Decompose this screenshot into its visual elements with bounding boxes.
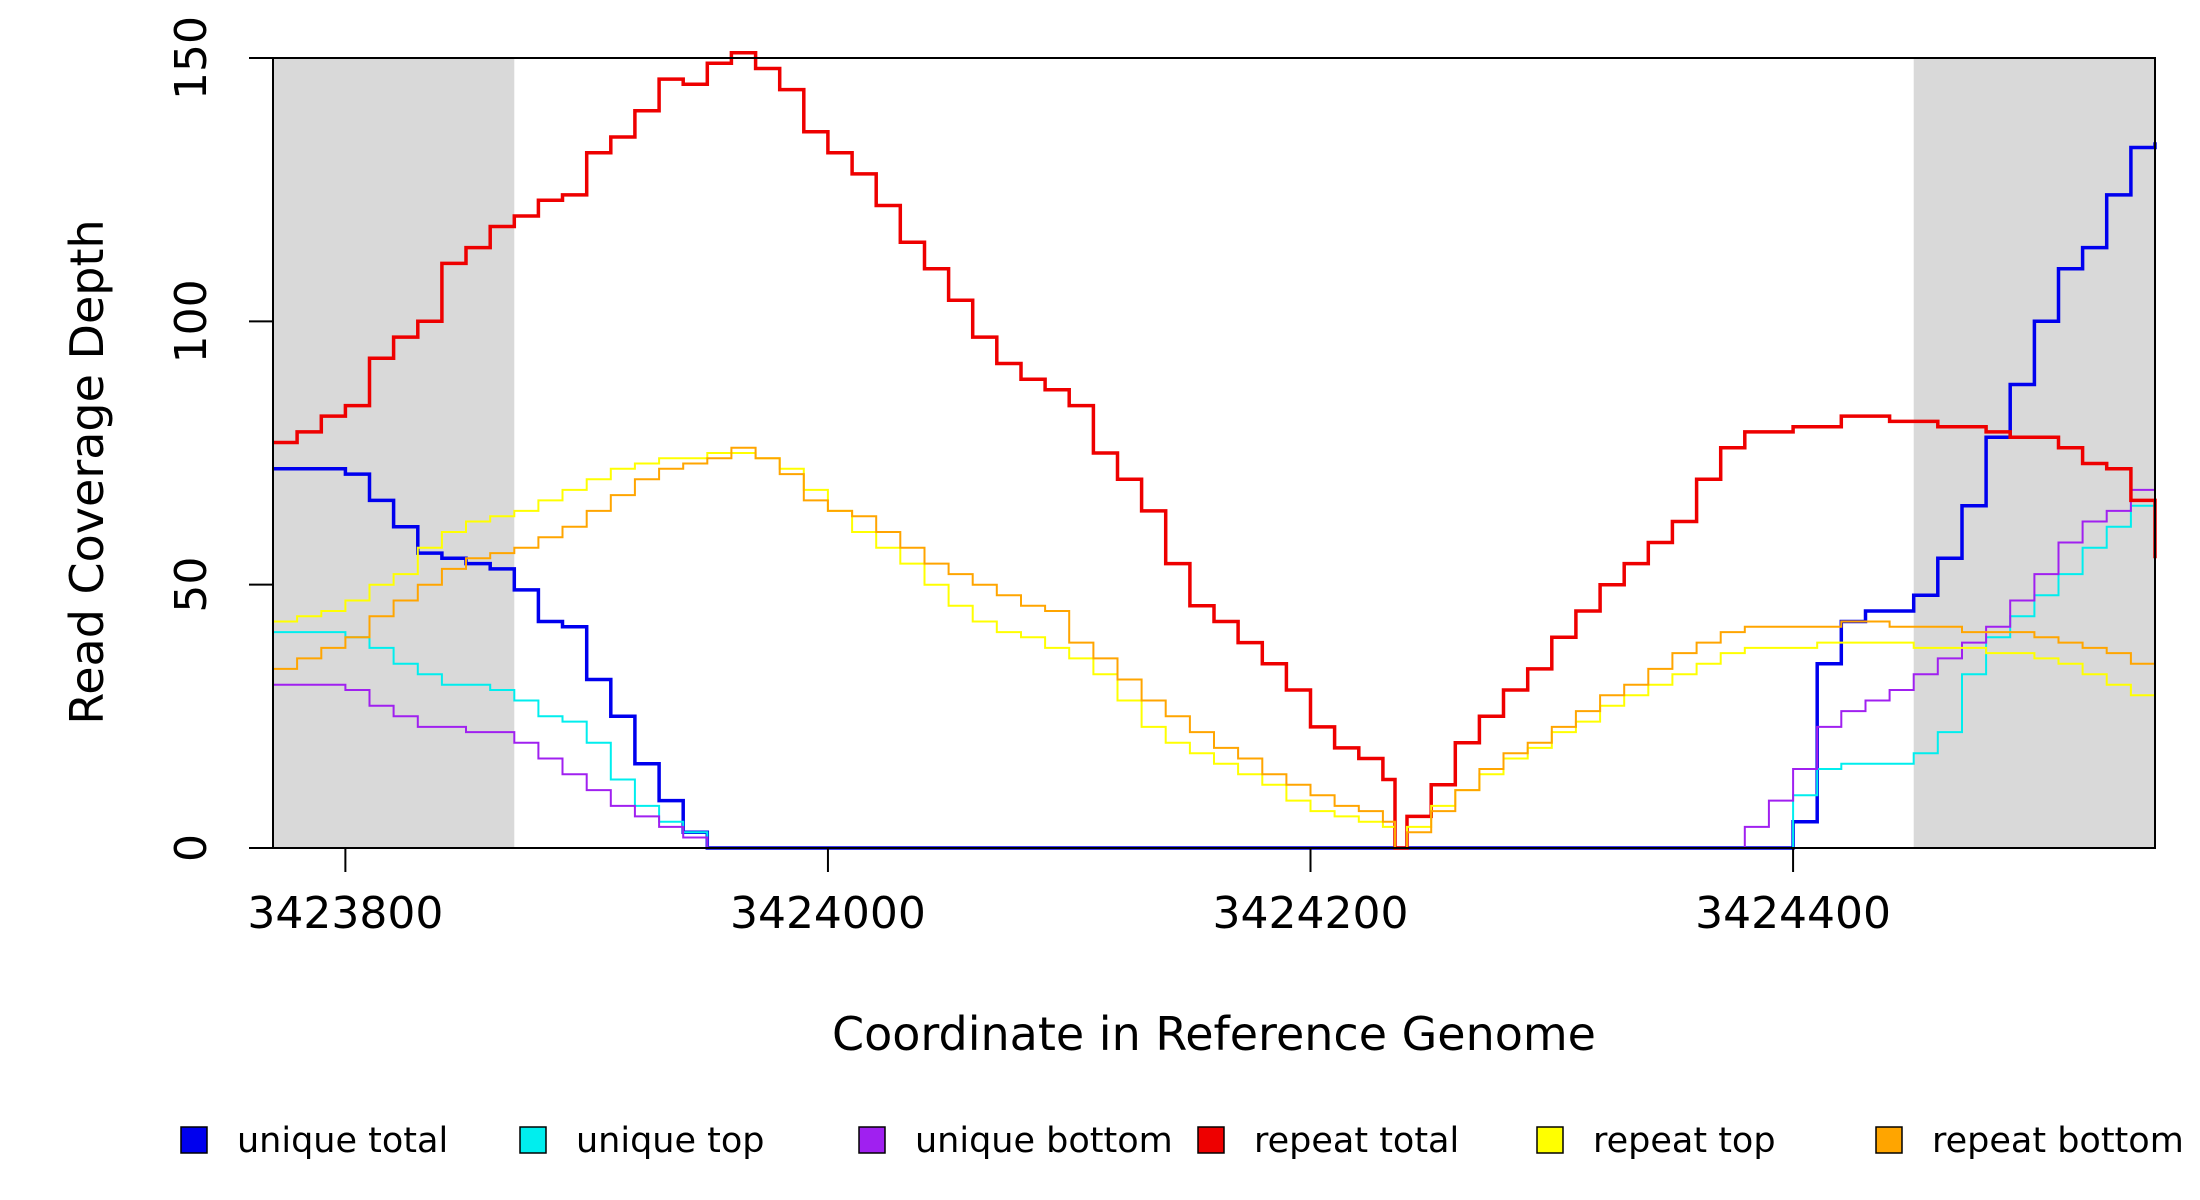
y-axis-title: Read Coverage Depth — [60, 219, 114, 724]
shaded-regions — [273, 58, 2155, 848]
legend-label: unique total — [237, 1121, 448, 1161]
y-tick-label: 0 — [166, 834, 217, 862]
x-tick-label: 3423800 — [247, 888, 443, 939]
x-axis: 3423800 3424000 3424200 3424400 — [247, 847, 1891, 939]
legend-label: repeat top — [1593, 1121, 1776, 1161]
legend-label: repeat bottom — [1932, 1121, 2184, 1161]
legend-item-repeat-total: repeat total — [1197, 1121, 1459, 1161]
legend-label: repeat total — [1254, 1121, 1459, 1161]
legend-swatch — [858, 1126, 886, 1154]
x-tick-label: 3424200 — [1213, 888, 1409, 939]
x-tick-label: 3424000 — [730, 888, 926, 939]
series-line-repeat-top — [273, 452, 2156, 849]
y-tick-label: 100 — [166, 279, 217, 363]
y-tick-label: 50 — [166, 557, 217, 613]
legend-swatch — [1536, 1126, 1564, 1154]
series-lines — [273, 50, 2157, 850]
legend-swatch — [1875, 1126, 1903, 1154]
legend-swatch — [1197, 1126, 1225, 1154]
shaded-region-0 — [273, 58, 515, 848]
shaded-region-1 — [1913, 58, 2155, 848]
series-line-repeat-total — [273, 50, 2157, 850]
series-line-unique-top — [273, 500, 2156, 849]
legend-swatch — [180, 1126, 208, 1154]
y-tick-label: 150 — [166, 16, 217, 100]
legend-item-unique-total: unique total — [180, 1121, 448, 1161]
legend-item-repeat-top: repeat top — [1536, 1121, 1776, 1161]
plot-frame — [272, 57, 2156, 849]
x-axis-title: Coordinate in Reference Genome — [832, 1007, 1596, 1061]
legend-swatch — [519, 1126, 547, 1154]
x-tick-label: 3424400 — [1695, 888, 1891, 939]
legend-label: unique top — [576, 1121, 765, 1161]
series-line-repeat-bottom — [273, 446, 2156, 849]
legend-item-unique-bottom: unique bottom — [858, 1121, 1173, 1161]
legend-item-unique-top: unique top — [519, 1121, 765, 1161]
legend: unique total unique top unique bottom repea… — [180, 1121, 2184, 1161]
legend-item-repeat-bottom: repeat bottom — [1875, 1121, 2184, 1161]
y-axis: 0 50 100 150 — [166, 16, 274, 862]
series-line-unique-bottom — [273, 488, 2155, 849]
legend-label: unique bottom — [915, 1121, 1173, 1161]
